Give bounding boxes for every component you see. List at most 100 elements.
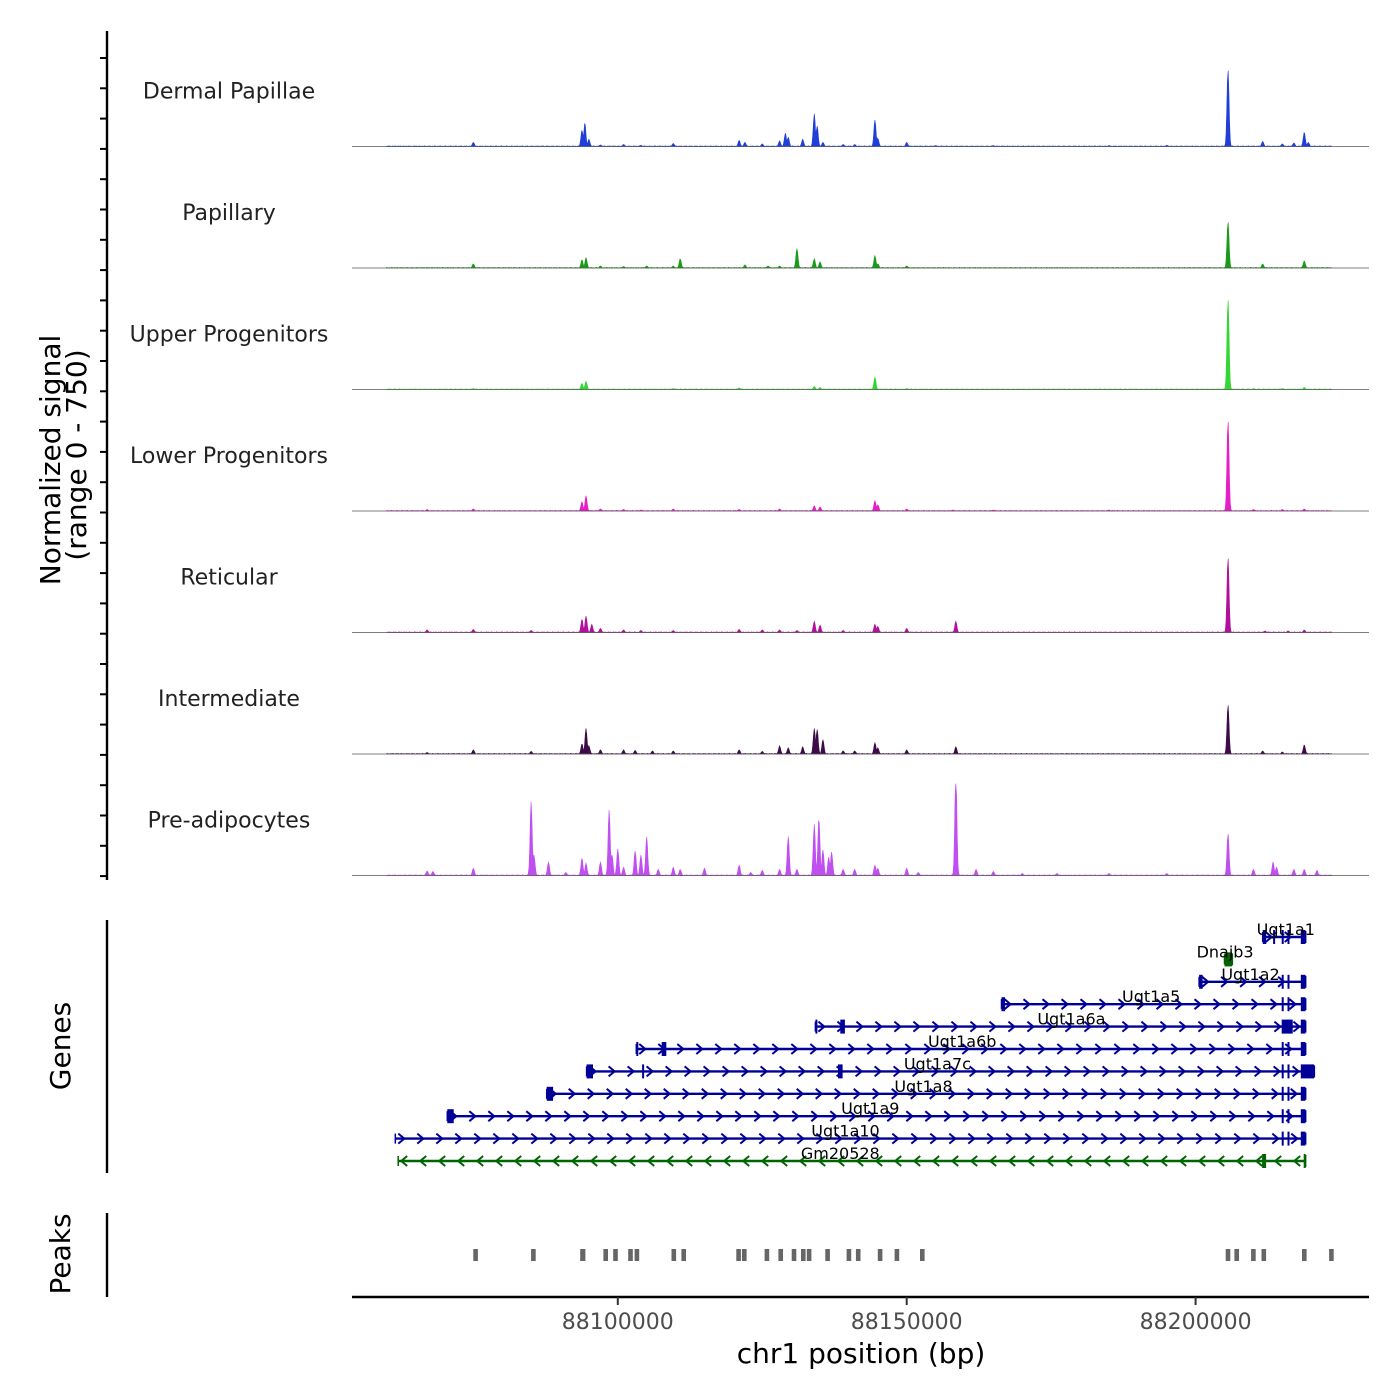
gene-exon bbox=[840, 1019, 845, 1034]
peak-region bbox=[825, 1249, 830, 1261]
gene-exon bbox=[586, 1064, 593, 1079]
gene-exon bbox=[1281, 1086, 1284, 1101]
gene-label: Ugt1a1 bbox=[1257, 920, 1315, 939]
peak-region bbox=[877, 1249, 883, 1261]
gene-label: Dnajb3 bbox=[1197, 942, 1254, 961]
gene-exon bbox=[1281, 997, 1284, 1012]
gene-label: Ugt1a2 bbox=[1221, 965, 1279, 984]
gene-exon bbox=[636, 1042, 639, 1056]
gene-exon bbox=[1287, 1131, 1290, 1146]
peak-region bbox=[920, 1249, 925, 1261]
peak-region bbox=[634, 1249, 640, 1261]
gene-exon bbox=[1300, 997, 1306, 1012]
gene-exon bbox=[815, 1019, 818, 1034]
track-label: Reticular bbox=[180, 566, 278, 591]
gene-exon bbox=[1262, 1154, 1267, 1168]
peak-region bbox=[894, 1249, 900, 1261]
gene-exon bbox=[1287, 1109, 1290, 1124]
track-label: Pre-adipocytes bbox=[148, 809, 311, 834]
gene-exon bbox=[1262, 930, 1267, 944]
track-label: Papillary bbox=[182, 201, 276, 226]
gene-exon bbox=[1300, 1042, 1306, 1056]
gene-exon bbox=[642, 1064, 645, 1079]
gene-exon bbox=[1303, 1154, 1306, 1168]
gene-label: Ugt1a6b bbox=[928, 1032, 996, 1051]
y-axis-title-line1: Normalized signal bbox=[34, 335, 67, 586]
gene-exon bbox=[1300, 1109, 1306, 1124]
peak-region bbox=[846, 1249, 852, 1261]
peak-region bbox=[681, 1249, 686, 1261]
gene-exon bbox=[1199, 974, 1203, 989]
gene-exon bbox=[1281, 930, 1284, 944]
gene-exon bbox=[1300, 930, 1306, 944]
gene-exon bbox=[1287, 1064, 1290, 1079]
peak-region bbox=[742, 1249, 747, 1261]
gene-exon bbox=[1300, 974, 1306, 989]
gene-exon bbox=[1273, 930, 1276, 944]
gene-strand-arrows bbox=[449, 1110, 1294, 1122]
gene-exon bbox=[1281, 974, 1284, 989]
gene-exon bbox=[1300, 1064, 1315, 1079]
peak-region bbox=[531, 1249, 536, 1261]
gene-exon bbox=[1287, 974, 1290, 989]
gene-label: Ugt1a8 bbox=[894, 1077, 952, 1096]
gene-exon bbox=[546, 1086, 554, 1101]
track-label: Upper Progenitors bbox=[130, 323, 329, 348]
peak-region bbox=[764, 1249, 770, 1261]
gene-strand-arrows bbox=[1201, 976, 1286, 988]
x-tick-label: 88100000 bbox=[562, 1310, 674, 1335]
track-signal-area bbox=[386, 300, 1332, 390]
track-label: Lower Progenitors bbox=[130, 444, 328, 469]
track-signal-area bbox=[386, 558, 1332, 633]
gene-exon bbox=[1287, 1042, 1290, 1056]
gene-label: Ugt1a9 bbox=[841, 1099, 899, 1118]
peak-region bbox=[778, 1249, 783, 1261]
gene-exon bbox=[1287, 930, 1290, 944]
track-label: Dermal Papillae bbox=[143, 80, 315, 105]
gene-exon bbox=[1300, 1019, 1306, 1034]
gene-strand-arrows bbox=[588, 1065, 1301, 1078]
peak-region bbox=[1225, 1249, 1231, 1261]
peak-region bbox=[671, 1249, 677, 1261]
gene-strand-arrows bbox=[399, 1155, 1301, 1167]
gene-exon bbox=[1287, 1086, 1290, 1101]
gene-label: Ugt1a6a bbox=[1037, 1010, 1105, 1029]
genes-panel-title: Genes bbox=[44, 1002, 77, 1090]
gene-strand-arrows bbox=[549, 1088, 1299, 1100]
gene-label: Ugt1a7c bbox=[904, 1054, 971, 1073]
gene-exon bbox=[1281, 1064, 1284, 1079]
gene-exon bbox=[1001, 997, 1005, 1012]
x-tick-label: 88200000 bbox=[1140, 1310, 1252, 1335]
gene-strand-arrows bbox=[638, 1043, 1293, 1055]
peak-region bbox=[603, 1249, 608, 1261]
track-signal-area bbox=[386, 222, 1332, 269]
track-signal-area bbox=[386, 705, 1332, 755]
peak-region bbox=[855, 1249, 861, 1261]
gene-label: Gm20528 bbox=[801, 1144, 880, 1163]
gene-strand-arrows bbox=[1265, 931, 1293, 943]
gene-exon bbox=[1224, 952, 1232, 967]
gene-strand-arrows bbox=[397, 1132, 1299, 1145]
x-axis-title: chr1 position (bp) bbox=[737, 1337, 986, 1370]
gene-label: Ugt1a10 bbox=[811, 1122, 879, 1141]
track-signal-area bbox=[386, 783, 1332, 876]
peak-region bbox=[580, 1249, 586, 1261]
peak-region bbox=[628, 1249, 633, 1261]
track-signal-area bbox=[386, 70, 1332, 147]
gene-strand-arrows bbox=[817, 1020, 1301, 1033]
gene-strand-arrows bbox=[1003, 998, 1298, 1010]
peak-region bbox=[613, 1249, 618, 1261]
gene-exon bbox=[1300, 1086, 1306, 1101]
peak-region bbox=[801, 1249, 806, 1261]
track-signal-area bbox=[386, 421, 1332, 512]
peak-region bbox=[1261, 1249, 1267, 1261]
gene-exon bbox=[1281, 1109, 1284, 1124]
gene-exon bbox=[1287, 997, 1290, 1012]
peak-region bbox=[1234, 1249, 1239, 1261]
peaks-panel-title: Peaks bbox=[44, 1213, 77, 1294]
peak-region bbox=[806, 1249, 812, 1261]
gene-exon bbox=[1300, 1131, 1306, 1146]
gene-exon bbox=[1281, 1042, 1284, 1056]
peak-region bbox=[1302, 1249, 1307, 1261]
